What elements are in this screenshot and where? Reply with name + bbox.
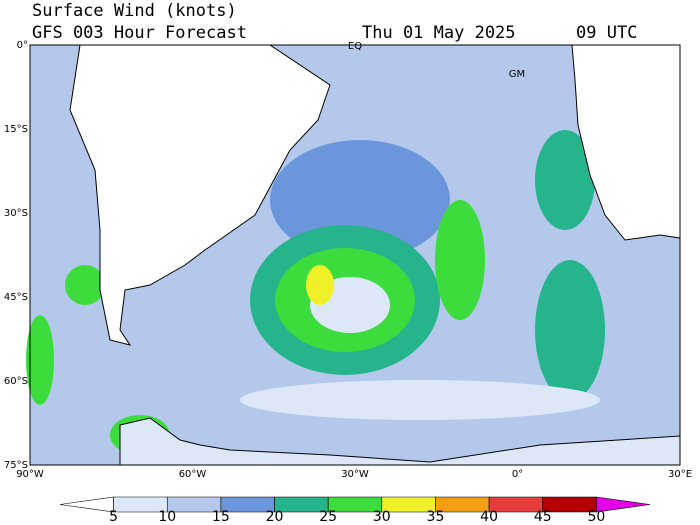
title: Surface Wind (knots) <box>32 1 237 21</box>
lat-label: 30°S <box>4 208 28 219</box>
subtitle: GFS 003 Hour Forecast <box>32 23 247 43</box>
date: Thu 01 May 2025 <box>362 23 516 43</box>
place-label: GM <box>509 69 525 80</box>
colorbar-tick-label: 25 <box>319 509 337 525</box>
map-frame <box>29 44 681 466</box>
wind-area <box>26 315 54 405</box>
lon-label: 30°E <box>668 469 692 480</box>
wind-area <box>65 265 105 305</box>
colorbar-tick-label: 50 <box>587 509 605 525</box>
colorbar-tick-label: 5 <box>109 509 118 525</box>
lat-label: 45°S <box>4 292 28 303</box>
lat-label: 15°S <box>4 124 28 135</box>
colorbar-tick-label: 15 <box>212 509 230 525</box>
time: 09 UTC <box>576 23 637 43</box>
wind-area <box>535 260 605 400</box>
lon-label: 60°W <box>179 469 207 480</box>
south-america <box>69 44 331 346</box>
colorbar-tick-label: 10 <box>158 509 176 525</box>
wind-area <box>435 200 485 320</box>
colorbar-bin <box>59 496 114 513</box>
colorbar-tick-label: 20 <box>266 509 284 525</box>
lat-label: 0° <box>17 40 28 51</box>
colorbar-tick-label: 35 <box>427 509 445 525</box>
wind-area <box>240 380 600 420</box>
lon-label: 0° <box>512 469 523 480</box>
map <box>26 44 681 466</box>
lon-label: 90°W <box>16 469 44 480</box>
lat-label: 75°S <box>4 460 28 471</box>
wind-area <box>306 265 334 305</box>
colorbar-tick-label: 30 <box>373 509 391 525</box>
wind-area <box>535 130 595 230</box>
colorbar-tick-label: 45 <box>534 509 552 525</box>
lon-label: 30°W <box>341 469 369 480</box>
colorbar-tick-label: 40 <box>480 509 498 525</box>
lat-label: 60°S <box>4 376 28 387</box>
place-label: EQ <box>348 41 362 52</box>
colorbar-bin <box>596 496 651 513</box>
